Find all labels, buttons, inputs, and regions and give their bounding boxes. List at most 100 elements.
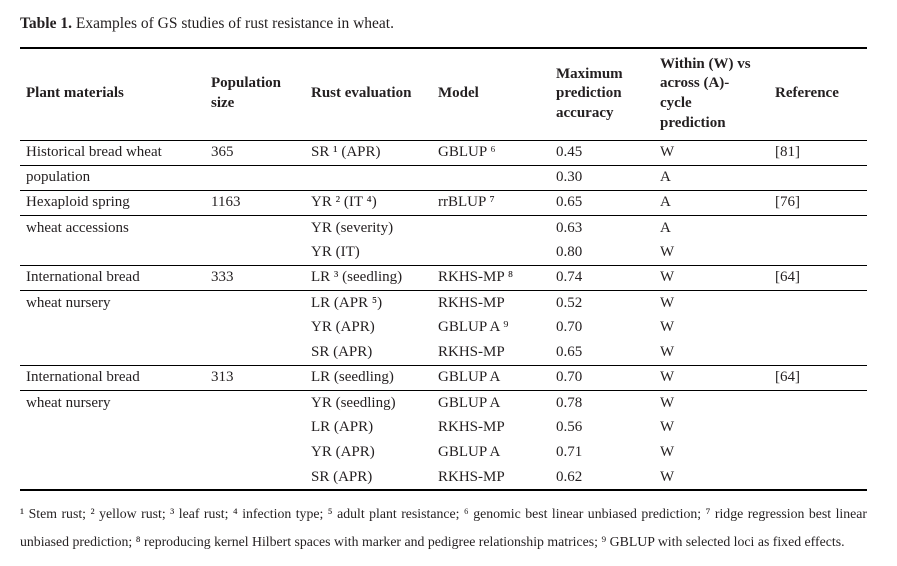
table-row: wheat nursery LR (APR ⁵) RKHS-MP 0.52 W — [20, 290, 867, 315]
cell-reference — [769, 465, 867, 490]
cell-reference: [76] — [769, 190, 867, 216]
cell-plant — [20, 465, 205, 490]
cell-population: 1163 — [205, 190, 305, 216]
cell-reference — [769, 215, 867, 240]
cell-accuracy: 0.30 — [550, 165, 654, 191]
cell-rust: LR (APR) — [311, 419, 374, 436]
cell-accuracy: 0.80 — [550, 240, 654, 266]
column-header-population-size: Population size — [205, 47, 305, 141]
table-caption-text: Examples of GS studies of rust resistanc… — [75, 15, 394, 32]
cell-rust — [305, 165, 432, 191]
cell-model: GBLUP ⁶ — [432, 140, 550, 166]
cell-accuracy: 0.74 — [550, 265, 654, 291]
cell-reference — [769, 340, 867, 366]
cell-cycle: W — [654, 140, 769, 166]
cell-accuracy: 0.70 — [550, 365, 654, 391]
cell-population — [205, 465, 305, 490]
cell-population — [205, 340, 305, 366]
cell-rust: YR (APR) — [311, 319, 375, 336]
cell-population — [205, 215, 305, 240]
cell-plant — [20, 440, 205, 465]
cell-population — [205, 240, 305, 266]
cell-rust: LR (APR ⁵) — [311, 294, 383, 311]
table-row: wheat accessions YR (severity) 0.63 A — [20, 215, 867, 240]
cell-rust: YR (severity) — [311, 219, 394, 236]
cell-reference — [769, 440, 867, 465]
cell-plant — [20, 415, 205, 440]
cell-cycle: W — [660, 468, 675, 485]
cell-reference — [769, 415, 867, 440]
column-header-reference: Reference — [769, 47, 867, 141]
table-caption: Table 1. Examples of GS studies of rust … — [20, 13, 867, 35]
cell-plant: Hexaploid spring — [20, 190, 205, 216]
cell-rust: SR (APR) — [305, 340, 432, 366]
cell-model: RKHS-MP — [438, 419, 505, 436]
table-footnotes: ¹ Stem rust; ² yellow rust; ³ leaf rust;… — [20, 506, 867, 550]
cell-model: RKHS-MP — [438, 468, 505, 485]
cell-accuracy: 0.56 — [556, 419, 583, 436]
cell-model — [432, 215, 550, 240]
cell-population — [205, 290, 305, 315]
cell-rust: YR (APR) — [311, 444, 375, 461]
cell-model: GBLUP A — [438, 394, 501, 411]
cell-model: rrBLUP ⁷ — [432, 190, 550, 216]
column-header-rust-evaluation: Rust evaluation — [305, 47, 432, 141]
cell-model: RKHS-MP — [432, 340, 550, 366]
cell-accuracy: 0.52 — [556, 294, 583, 311]
cell-model: RKHS-MP ⁸ — [432, 265, 550, 291]
cell-accuracy: 0.62 — [556, 468, 583, 485]
header-row: Plant materials Population size Rust eva… — [20, 47, 867, 141]
cell-model — [432, 165, 550, 191]
cell-accuracy: 0.65 — [550, 340, 654, 366]
cell-population: 313 — [205, 365, 305, 391]
cell-plant: Historical bread wheat — [20, 140, 205, 166]
cell-cycle: W — [660, 419, 675, 436]
cell-rust: SR ¹ (APR) — [305, 140, 432, 166]
cell-rust: LR (seedling) — [305, 365, 432, 391]
cell-population — [205, 390, 305, 415]
cell-reference: [64] — [769, 265, 867, 291]
cell-cycle: W — [660, 394, 675, 411]
cell-cycle: A — [654, 165, 769, 191]
gs-studies-table: Plant materials Population size Rust eva… — [20, 46, 867, 492]
table-row: population 0.30 A — [20, 165, 867, 191]
cell-cycle: W — [654, 365, 769, 391]
cell-cycle: W — [654, 240, 769, 266]
cell-population — [205, 415, 305, 440]
cell-population: 333 — [205, 265, 305, 291]
cell-cycle: A — [654, 190, 769, 216]
cell-accuracy: 0.63 — [556, 219, 583, 236]
table-caption-label: Table 1. — [20, 15, 72, 32]
cell-reference — [769, 315, 867, 340]
cell-plant — [20, 240, 205, 266]
cell-population — [205, 440, 305, 465]
cell-plant — [20, 315, 205, 340]
cell-rust: YR ² (IT ⁴) — [305, 190, 432, 216]
cell-model: GBLUP A ⁹ — [438, 319, 509, 336]
cell-accuracy: 0.45 — [550, 140, 654, 166]
cell-reference — [769, 390, 867, 415]
table-row: International bread 313 LR (seedling) GBLUP… — [20, 365, 867, 391]
cell-rust: YR (IT) — [305, 240, 432, 266]
cell-population — [205, 315, 305, 340]
cell-reference — [769, 240, 867, 266]
cell-accuracy: 0.78 — [556, 394, 583, 411]
table-row: LR (APR) RKHS-MP 0.56 W — [20, 415, 867, 440]
cell-accuracy: 0.71 — [556, 444, 583, 461]
cell-plant: International bread — [20, 365, 205, 391]
cell-reference — [769, 165, 867, 191]
cell-plant: wheat nursery — [26, 394, 111, 411]
table-body: Historical bread wheat 365 SR ¹ (APR) GBLUP… — [20, 140, 867, 490]
column-header-within-vs-across-cycle: Within (W) vs across (A)-cycle predictio… — [654, 47, 769, 141]
cell-reference: [64] — [769, 365, 867, 391]
cell-rust: SR (APR) — [311, 468, 373, 485]
cell-cycle: W — [654, 265, 769, 291]
cell-population: 365 — [205, 140, 305, 166]
cell-cycle: W — [660, 444, 675, 461]
cell-rust: YR (seedling) — [311, 394, 396, 411]
cell-model: GBLUP A — [438, 444, 501, 461]
column-header-plant-materials: Plant materials — [20, 47, 205, 141]
table-row: YR (APR) GBLUP A ⁹ 0.70 W — [20, 315, 867, 340]
table-row: SR (APR) RKHS-MP 0.62 W — [20, 465, 867, 490]
